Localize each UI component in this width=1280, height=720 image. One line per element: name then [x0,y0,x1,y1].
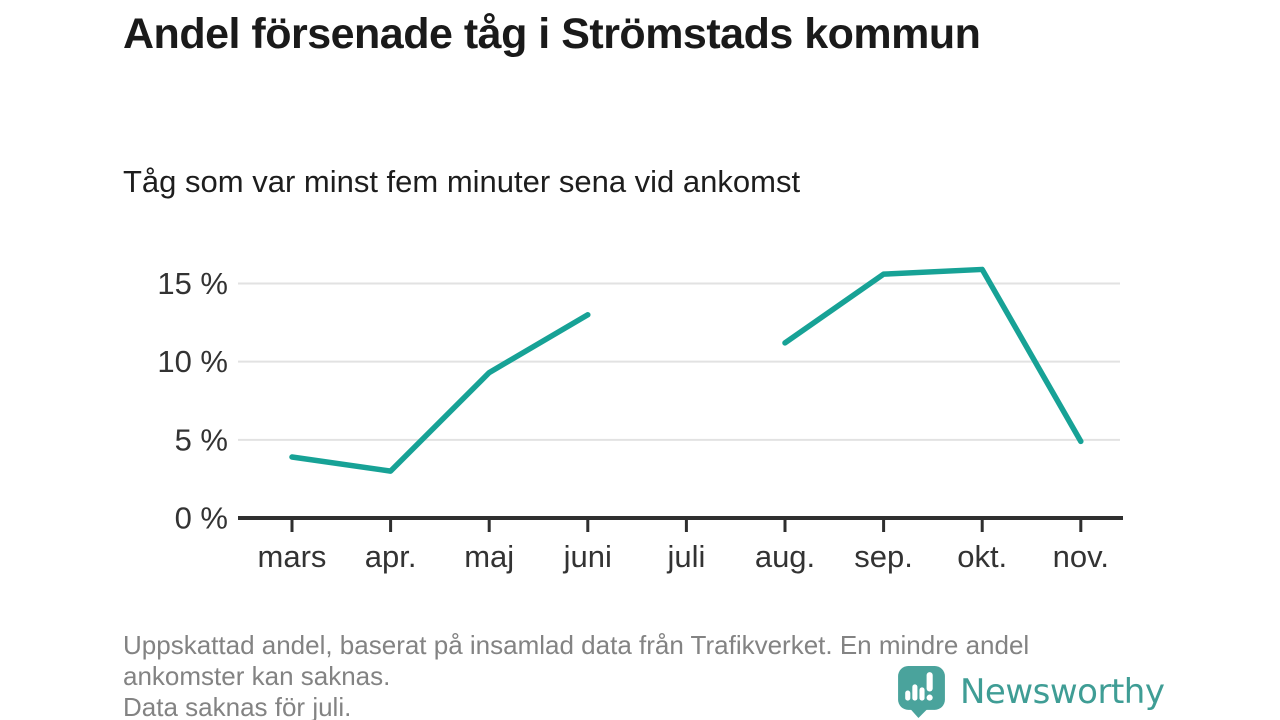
svg-text:0 %: 0 % [175,501,228,536]
svg-text:juli: juli [666,539,705,574]
footnote-line: ankomster kan saknas. [123,661,391,691]
chart-title: Andel försenade tåg i Strömstads kommun [123,10,981,58]
bar-chart-speech-bubble-icon [898,666,945,718]
svg-text:maj: maj [464,539,514,574]
svg-text:mars: mars [258,539,327,574]
footnote-line: Uppskattad andel, baserat på insamlad da… [123,630,1030,660]
svg-text:sep.: sep. [854,539,913,574]
svg-text:apr.: apr. [365,539,417,574]
newsworthy-logo: Newsworthy [896,664,1165,719]
newsworthy-logo-text: Newsworthy [960,671,1165,712]
svg-text:aug.: aug. [755,539,815,574]
chart-footnote: Uppskattad andel, baserat på insamlad da… [123,630,1029,720]
chart-subtitle: Tåg som var minst fem minuter sena vid a… [123,164,801,199]
svg-text:5 %: 5 % [175,422,228,457]
footnote-line: Data saknas för juli. [123,692,352,720]
svg-text:10 %: 10 % [157,344,228,379]
svg-text:nov.: nov. [1053,539,1109,574]
svg-text:15 %: 15 % [157,266,228,301]
svg-text:juni: juni [563,539,612,574]
svg-text:okt.: okt. [957,539,1007,574]
